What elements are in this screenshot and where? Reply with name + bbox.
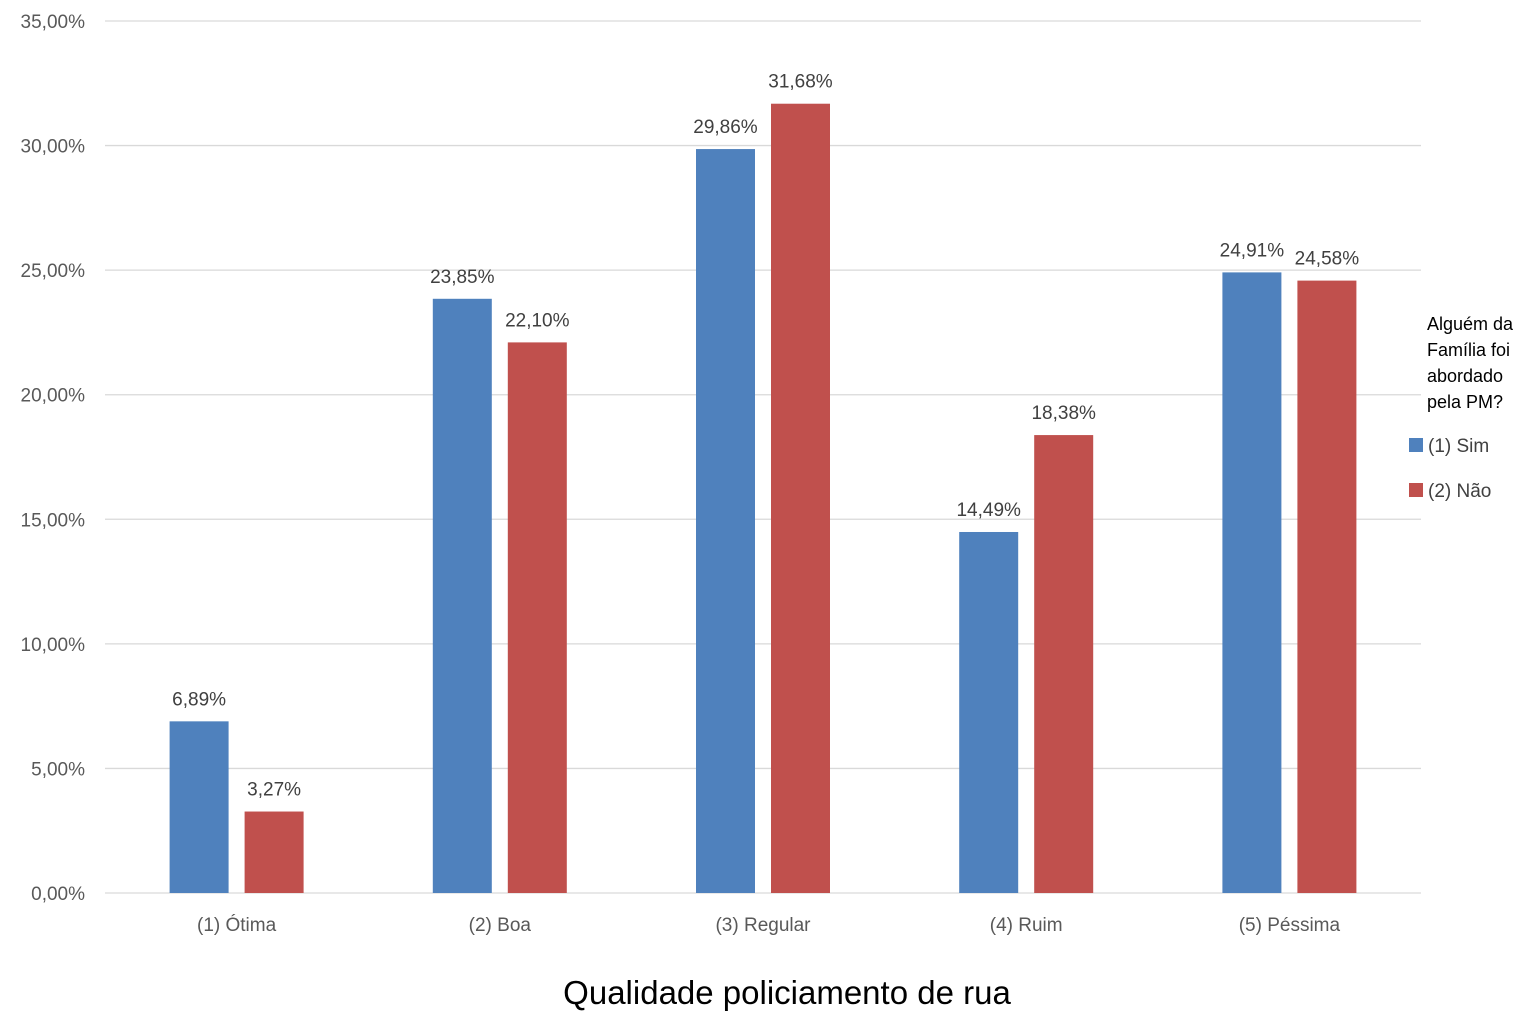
bar-nao: [1297, 280, 1357, 894]
legend-swatch: [1409, 483, 1423, 497]
legend-entry: (2) Não: [1428, 481, 1491, 502]
y-tick-label: 15,00%: [21, 510, 86, 531]
data-label: 14,49%: [956, 500, 1021, 521]
bar-nao: [1034, 435, 1094, 893]
x-category-label: (2) Boa: [469, 915, 532, 936]
data-label: 6,89%: [172, 689, 226, 710]
y-tick-label: 20,00%: [21, 386, 86, 407]
x-category-label: (4) Ruim: [990, 915, 1063, 936]
bar-sim: [432, 298, 492, 893]
gridlines: [105, 20, 1421, 894]
data-label: 23,85%: [430, 267, 495, 288]
data-label: 22,10%: [505, 310, 570, 331]
x-axis-categories: (1) Ótima (2) Boa (3) Regular (4) Ruim (5) P…: [197, 914, 1341, 936]
x-category-label: (3) Regular: [715, 915, 811, 936]
y-axis-ticks: 0,00% 5,00% 10,00% 15,00% 20,00% 25,00% 30,00%…: [21, 12, 86, 905]
bar-nao: [771, 103, 830, 893]
legend-title-line: abordado: [1427, 366, 1503, 386]
y-tick-label: 35,00%: [21, 12, 86, 33]
legend-swatch: [1409, 438, 1423, 452]
bar-sim: [169, 721, 229, 893]
bar-sim: [1222, 272, 1282, 893]
y-tick-label: 10,00%: [21, 635, 86, 656]
data-label: 3,27%: [247, 780, 301, 801]
bar-sim: [696, 149, 755, 893]
legend-title-line: Alguém da: [1427, 314, 1514, 334]
bar-sim: [959, 531, 1019, 893]
legend-entry: (1) Sim: [1428, 436, 1489, 457]
bar-nao: [507, 342, 567, 893]
data-label: 24,91%: [1220, 240, 1285, 261]
y-tick-label: 5,00%: [31, 759, 85, 780]
legend-title-line: Família foi: [1427, 340, 1510, 360]
x-category-label: (1) Ótima: [197, 914, 277, 936]
legend-title-line: pela PM?: [1427, 392, 1503, 412]
y-tick-label: 30,00%: [21, 137, 86, 158]
x-axis-title: Qualidade policiamento de rua: [563, 974, 1011, 1011]
data-label: 18,38%: [1031, 403, 1096, 424]
bar-nao: [244, 811, 304, 893]
data-labels: 6,89% 3,27% 23,85% 22,10% 29,86% 31,68% 14,49%…: [172, 72, 1359, 801]
y-tick-label: 25,00%: [21, 261, 86, 282]
legend: Alguém da Família foi abordado pela PM? (1) …: [1409, 314, 1514, 502]
y-tick-label: 0,00%: [31, 884, 85, 905]
x-category-label: (5) Péssima: [1239, 915, 1341, 936]
data-label: 24,58%: [1295, 249, 1360, 270]
data-label: 31,68%: [768, 72, 833, 93]
data-label: 29,86%: [693, 117, 758, 138]
bars: [169, 103, 1357, 894]
